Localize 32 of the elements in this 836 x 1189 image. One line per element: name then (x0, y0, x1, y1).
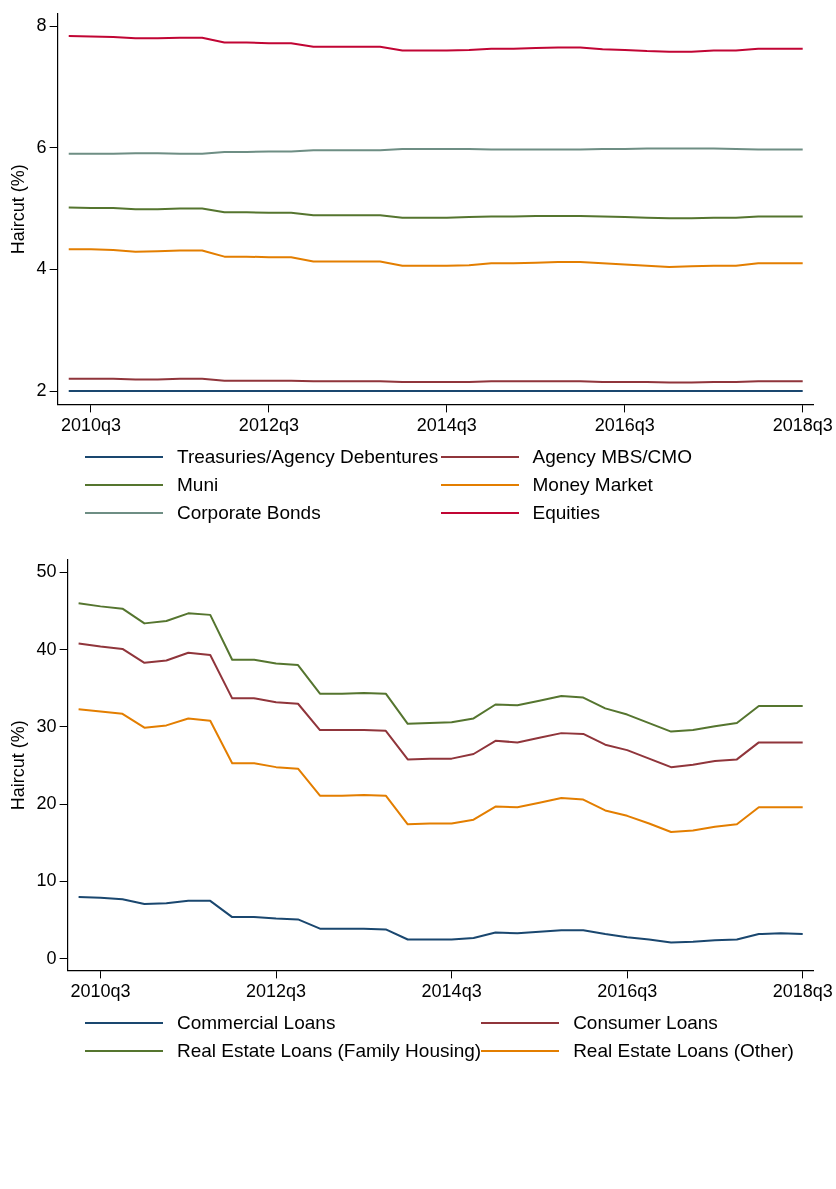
y-axis-title: Haircut (%) (7, 720, 28, 811)
y-tick-label: 10 (36, 870, 57, 891)
y-tick-label: 2 (36, 379, 47, 400)
x-tick-label: 2018q3 (772, 981, 833, 1002)
y-tick-label: 0 (46, 947, 57, 968)
y-tick-label: 30 (36, 715, 57, 736)
x-tick-label: 2014q3 (416, 415, 477, 436)
x-tick-label: 2012q3 (246, 981, 307, 1002)
legend-label: Commercial Loans (177, 1012, 336, 1034)
legend-label: Consumer Loans (573, 1012, 718, 1034)
x-tick-label: 2016q3 (597, 981, 658, 1002)
legend-label: Agency MBS/CMO (532, 446, 692, 468)
legend-label: Equities (532, 502, 601, 524)
x-tick-label: 2010q3 (60, 415, 122, 436)
legend-label: Real Estate Loans (Family Housing) (177, 1040, 482, 1062)
y-tick-label: 8 (36, 15, 47, 36)
x-tick-label: 2016q3 (594, 415, 655, 436)
y-tick-label: 50 (36, 561, 57, 582)
x-tick-label: 2014q3 (421, 981, 482, 1002)
legend-label: Money Market (532, 474, 653, 496)
legend-label: Corporate Bonds (177, 502, 321, 524)
x-tick-label: 2010q3 (70, 981, 131, 1002)
x-tick-label: 2018q3 (772, 415, 833, 436)
y-tick-label: 4 (36, 258, 47, 279)
y-tick-label: 6 (36, 136, 47, 157)
legend-label: Muni (177, 474, 219, 496)
y-axis-title: Haircut (%) (7, 164, 28, 255)
y-tick-label: 20 (36, 793, 57, 814)
legend-label: Treasuries/Agency Debentures (177, 446, 439, 468)
legend-label: Real Estate Loans (Other) (573, 1040, 794, 1062)
y-tick-label: 40 (36, 638, 57, 659)
x-tick-label: 2012q3 (238, 415, 299, 436)
